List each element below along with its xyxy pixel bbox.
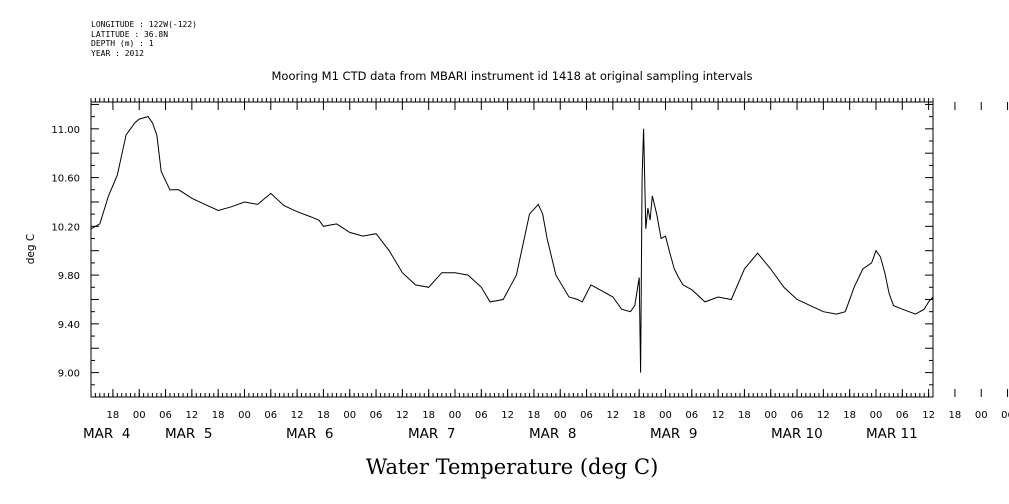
- x-day-label: MAR 4: [83, 426, 130, 442]
- x-hour-label: 18: [317, 410, 330, 421]
- x-day-label: MAR 8: [529, 426, 576, 442]
- series-line: [90, 116, 934, 373]
- longitude-label: LONGITUDE : 122W(-122): [91, 20, 197, 29]
- y-tick-label: 11.00: [51, 125, 80, 136]
- x-hour-label: 06: [264, 410, 277, 421]
- x-hour-label: 06: [1001, 410, 1009, 421]
- x-hour-label: 18: [949, 410, 962, 421]
- x-hour-label: 06: [159, 410, 172, 421]
- x-day-label: MAR 11: [866, 426, 918, 442]
- x-day-label: MAR 7: [408, 426, 455, 442]
- x-hour-label: 06: [475, 410, 488, 421]
- metadata-block: LONGITUDE : 122W(-122) LATITUDE : 36.8N …: [91, 20, 197, 58]
- x-hour-label: 12: [185, 410, 198, 421]
- x-hour-label: 00: [975, 410, 988, 421]
- y-tick-label: 9.40: [58, 320, 80, 331]
- x-day-label: MAR 10: [771, 426, 823, 442]
- x-day-label: MAR 6: [286, 426, 333, 442]
- x-hour-label: 18: [107, 410, 120, 421]
- y-tick-label: 9.80: [58, 271, 80, 282]
- x-hour-label: 00: [870, 410, 883, 421]
- y-tick-labels: 9.00 9.40 9.80 10.20 10.60 11.00: [51, 125, 80, 380]
- x-hour-label: 18: [528, 410, 541, 421]
- x-day-label: MAR 9: [650, 426, 697, 442]
- x-hour-label: 00: [343, 410, 356, 421]
- x-hour-label: 00: [449, 410, 462, 421]
- x-hour-label: 00: [764, 410, 777, 421]
- x-hour-label: 12: [501, 410, 514, 421]
- x-hour-label: 06: [370, 410, 383, 421]
- x-day-labels: MAR 4 MAR 5 MAR 6 MAR 7 MAR 8 MAR 9 MAR 10 MAR …: [83, 426, 918, 442]
- x-hour-label: 00: [659, 410, 672, 421]
- x-hour-label: 06: [580, 410, 593, 421]
- chart-title: Mooring M1 CTD data from MBARI instrumen…: [272, 69, 753, 83]
- x-hour-label: 18: [422, 410, 435, 421]
- year-label: YEAR : 2012: [91, 48, 144, 58]
- x-minor-ticks: [90, 98, 934, 397]
- y-tick-label: 10.20: [51, 222, 80, 233]
- y-ticks: [91, 103, 933, 386]
- x-hour-label: 12: [291, 410, 304, 421]
- x-hour-label: 12: [606, 410, 619, 421]
- x-hour-label: 12: [396, 410, 409, 421]
- x-hour-label: 06: [896, 410, 909, 421]
- x-hour-label: 18: [843, 410, 856, 421]
- y-axis-label: deg C: [25, 234, 37, 264]
- x-hour-label: 18: [738, 410, 751, 421]
- y-tick-label: 9.00: [58, 369, 80, 380]
- x-hour-label: 12: [712, 410, 725, 421]
- plot-frame: [90, 101, 934, 398]
- x-hour-label: 00: [238, 410, 251, 421]
- x-hour-labels: 18 00 06 12 18 00 06 12 18 00 06 12 18 00 06 12 18 00 06 12…: [107, 410, 1009, 421]
- y-tick-label: 10.60: [51, 174, 80, 185]
- x-hour-label: 18: [633, 410, 646, 421]
- x-hour-label: 18: [212, 410, 225, 421]
- x-hour-label: 06: [791, 410, 804, 421]
- depth-label: DEPTH (m) : 1: [91, 39, 154, 48]
- x-day-label: MAR 5: [165, 426, 212, 442]
- x-hour-label: 00: [133, 410, 146, 421]
- x-hour-label: 12: [922, 410, 935, 421]
- x-hour-label: 12: [817, 410, 830, 421]
- x-hour-label: 00: [554, 410, 567, 421]
- latitude-label: LATITUDE : 36.8N: [91, 29, 169, 39]
- x-major-ticks: [112, 102, 1009, 397]
- x-hour-label: 06: [685, 410, 698, 421]
- x-axis-label: Water Temperature (deg C): [366, 455, 659, 479]
